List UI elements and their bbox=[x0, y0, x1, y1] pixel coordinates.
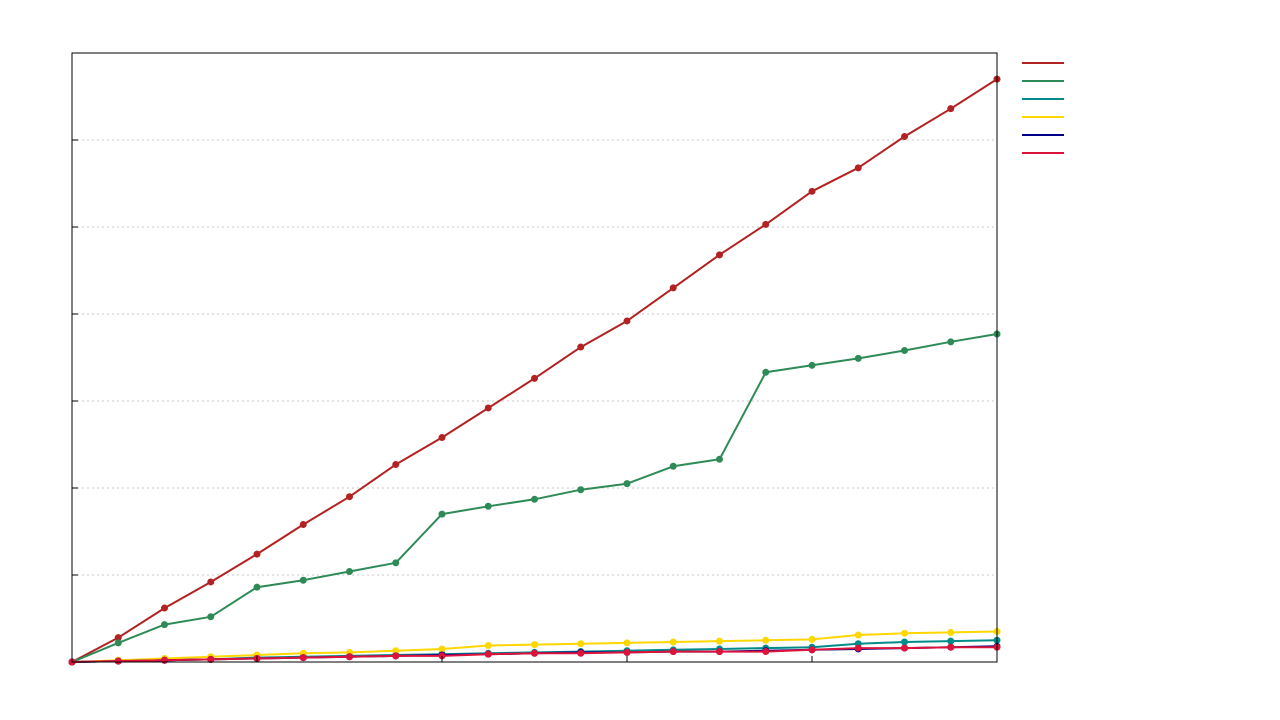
data-point bbox=[577, 486, 585, 494]
data-point bbox=[901, 644, 908, 652]
data-point bbox=[438, 510, 446, 518]
data-point bbox=[484, 650, 492, 658]
data-point bbox=[762, 368, 770, 376]
data-point bbox=[623, 639, 631, 647]
series-2 bbox=[68, 330, 1001, 666]
data-point bbox=[161, 604, 168, 612]
data-point bbox=[808, 646, 816, 654]
data-point bbox=[854, 354, 862, 362]
data-point bbox=[438, 645, 446, 653]
data-point bbox=[114, 634, 122, 642]
data-point bbox=[623, 317, 631, 325]
data-point bbox=[253, 550, 261, 558]
grid-lines bbox=[72, 139, 997, 576]
data-point bbox=[716, 648, 723, 656]
data-point bbox=[161, 621, 168, 629]
data-point bbox=[577, 640, 585, 648]
data-point bbox=[484, 502, 492, 510]
data-point bbox=[392, 647, 400, 655]
data-point bbox=[854, 164, 862, 172]
data-point bbox=[716, 251, 723, 259]
data-point bbox=[531, 374, 538, 382]
data-point bbox=[762, 648, 770, 656]
data-point bbox=[901, 629, 908, 637]
data-point bbox=[484, 641, 492, 649]
axis-ticks bbox=[71, 139, 998, 662]
data-point bbox=[161, 656, 168, 664]
data-point bbox=[392, 559, 400, 567]
series-1 bbox=[68, 75, 1001, 666]
data-point bbox=[947, 637, 955, 645]
data-point bbox=[577, 649, 585, 657]
data-point bbox=[947, 338, 955, 346]
data-point bbox=[114, 657, 122, 665]
legend bbox=[1022, 62, 1064, 154]
data-point bbox=[669, 462, 677, 470]
data-point bbox=[854, 631, 862, 639]
data-point bbox=[531, 641, 538, 649]
data-point bbox=[253, 583, 261, 591]
data-point bbox=[669, 648, 677, 656]
data-point bbox=[346, 653, 353, 661]
data-point bbox=[901, 347, 908, 355]
data-point bbox=[438, 652, 446, 660]
data-point bbox=[669, 284, 677, 292]
data-point bbox=[854, 644, 862, 652]
data-point bbox=[947, 643, 955, 651]
data-point bbox=[669, 638, 677, 646]
data-point bbox=[299, 576, 307, 584]
data-point bbox=[762, 636, 770, 644]
data-point bbox=[762, 220, 770, 228]
data-point bbox=[484, 404, 492, 412]
data-point bbox=[716, 455, 723, 463]
data-point bbox=[947, 628, 955, 636]
series-group bbox=[68, 75, 1001, 666]
data-point bbox=[114, 639, 122, 647]
data-point bbox=[808, 187, 816, 195]
data-point bbox=[947, 105, 955, 113]
data-point bbox=[901, 133, 908, 141]
data-point bbox=[392, 461, 400, 469]
data-point bbox=[808, 361, 816, 369]
data-point bbox=[207, 613, 215, 621]
data-point bbox=[299, 521, 307, 529]
data-point bbox=[901, 638, 908, 646]
data-point bbox=[623, 648, 631, 656]
data-point bbox=[623, 480, 631, 488]
data-point bbox=[299, 654, 307, 662]
data-point bbox=[207, 655, 215, 663]
data-point bbox=[346, 493, 353, 501]
data-point bbox=[207, 578, 215, 586]
plot-frame bbox=[71, 52, 998, 663]
data-point bbox=[808, 635, 816, 643]
data-point bbox=[392, 652, 400, 660]
data-point bbox=[438, 434, 446, 442]
series-6 bbox=[68, 643, 1001, 666]
data-point bbox=[716, 637, 723, 645]
data-point bbox=[577, 343, 585, 351]
data-point bbox=[531, 649, 538, 657]
data-point bbox=[531, 495, 538, 503]
data-point bbox=[346, 568, 353, 576]
